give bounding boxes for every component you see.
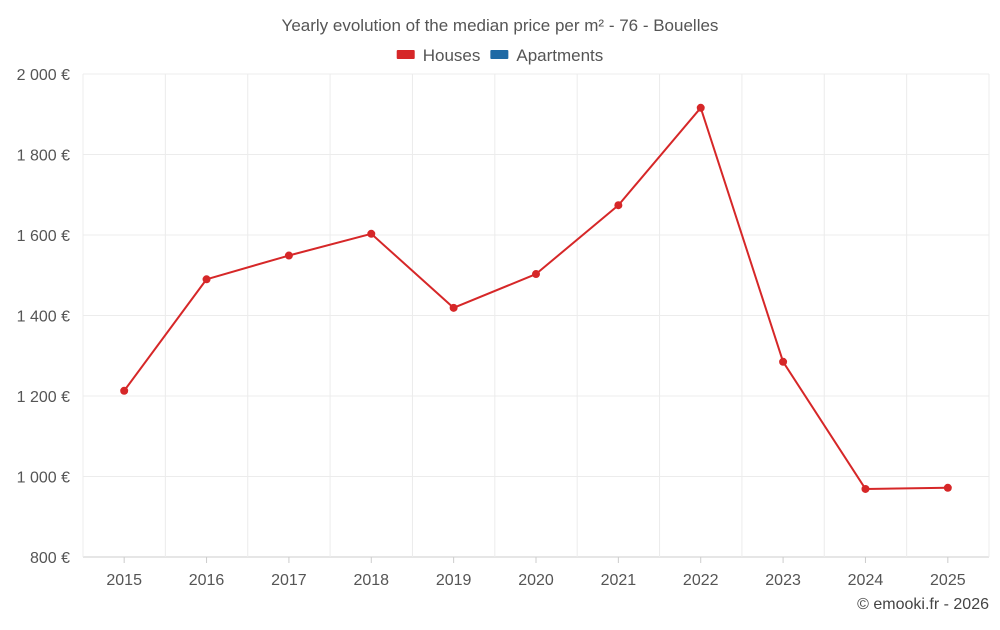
data-point[interactable] (943, 483, 952, 492)
x-tick-label: 2023 (765, 572, 801, 589)
data-point[interactable] (614, 201, 623, 210)
grid (82, 73, 990, 558)
data-point[interactable] (202, 275, 211, 284)
legend-label: Houses (423, 46, 481, 65)
data-point[interactable] (284, 251, 293, 260)
data-point[interactable] (532, 270, 540, 279)
legend-label: Apartments (516, 46, 603, 65)
y-axis: 800 € 1 000 € 1 200 € 1 400 € 1 600 € 1 800 €… (17, 67, 70, 567)
chart-title: Yearly evolution of the median price per… (282, 16, 719, 35)
x-tick-label: 2021 (601, 572, 637, 589)
data-point[interactable] (779, 357, 788, 366)
x-tick-label: 2024 (848, 572, 884, 589)
y-tick-label: 1 800 € (17, 148, 70, 165)
x-tick-label: 2015 (106, 572, 142, 589)
legend: Houses Apartments (396, 46, 603, 65)
data-point[interactable] (120, 386, 129, 395)
x-tick-label: 2025 (930, 572, 966, 589)
y-tick-label: 1 200 € (17, 389, 70, 406)
x-tick-label: 2020 (518, 572, 554, 589)
credit-text: © emooki.fr - 2026 (857, 596, 989, 613)
legend-swatch (490, 50, 509, 59)
y-tick-label: 800 € (30, 550, 70, 567)
legend-item-houses[interactable]: Houses (396, 46, 481, 65)
x-tick-label: 2017 (271, 572, 307, 589)
x-axis: 2015 2016 2017 2018 2019 2020 2021 2022 2023 2024… (106, 557, 966, 589)
data-point[interactable] (367, 229, 376, 238)
x-tick-label: 2016 (189, 572, 225, 589)
x-tick-label: 2022 (683, 572, 719, 589)
legend-item-apartments[interactable]: Apartments (490, 46, 603, 65)
series-layer (120, 103, 952, 493)
y-tick-label: 2 000 € (17, 67, 70, 84)
data-point[interactable] (696, 103, 705, 112)
x-tick-label: 2018 (353, 572, 389, 589)
y-tick-label: 1 400 € (17, 309, 70, 326)
data-point[interactable] (449, 303, 458, 312)
y-tick-label: 1 000 € (17, 470, 70, 487)
legend-swatch (396, 50, 415, 59)
y-tick-label: 1 600 € (17, 228, 70, 245)
x-tick-label: 2019 (436, 572, 472, 589)
data-point[interactable] (861, 484, 870, 493)
